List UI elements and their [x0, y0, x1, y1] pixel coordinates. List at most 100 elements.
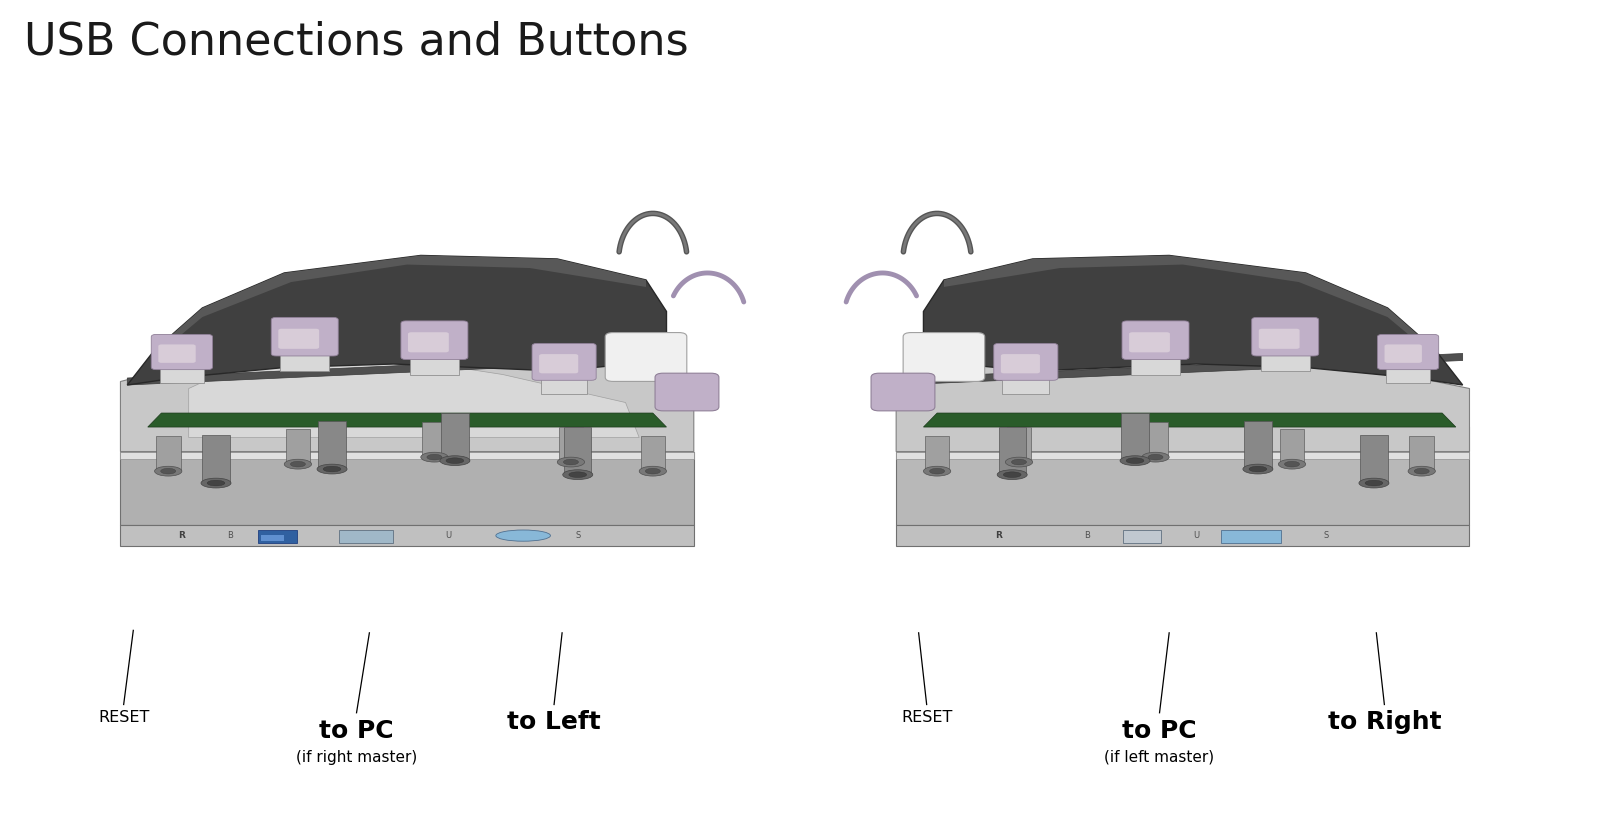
Polygon shape	[908, 427, 1469, 452]
FancyBboxPatch shape	[1250, 317, 1318, 356]
Polygon shape	[154, 255, 645, 357]
FancyBboxPatch shape	[605, 333, 687, 382]
FancyBboxPatch shape	[1006, 427, 1030, 461]
Polygon shape	[896, 353, 1462, 385]
FancyBboxPatch shape	[539, 354, 578, 373]
Ellipse shape	[1414, 468, 1428, 474]
Ellipse shape	[1119, 456, 1149, 466]
Bar	[1120, 413, 1148, 461]
Ellipse shape	[1408, 466, 1435, 476]
Ellipse shape	[1249, 466, 1266, 472]
Bar	[202, 435, 230, 483]
Ellipse shape	[562, 470, 592, 480]
Ellipse shape	[207, 480, 225, 486]
Bar	[998, 427, 1026, 475]
Ellipse shape	[1005, 457, 1032, 467]
Ellipse shape	[440, 456, 470, 466]
Ellipse shape	[997, 470, 1027, 480]
Ellipse shape	[929, 468, 944, 474]
Text: S: S	[575, 531, 579, 540]
Polygon shape	[127, 353, 666, 385]
Text: R: R	[995, 531, 1002, 540]
Ellipse shape	[1003, 472, 1021, 477]
Polygon shape	[189, 353, 639, 438]
Bar	[159, 349, 204, 383]
Ellipse shape	[1242, 464, 1273, 474]
Bar	[1385, 349, 1430, 383]
Bar	[1244, 421, 1271, 469]
FancyBboxPatch shape	[286, 429, 310, 463]
Bar	[1002, 358, 1048, 395]
Text: RESET: RESET	[900, 710, 952, 725]
Ellipse shape	[446, 458, 464, 463]
FancyBboxPatch shape	[159, 344, 196, 363]
FancyBboxPatch shape	[1143, 422, 1167, 456]
Ellipse shape	[923, 466, 950, 476]
Text: B: B	[226, 531, 233, 540]
FancyBboxPatch shape	[1122, 321, 1188, 359]
FancyBboxPatch shape	[1409, 436, 1433, 470]
Bar	[409, 336, 459, 374]
Bar	[563, 427, 591, 475]
Ellipse shape	[291, 461, 305, 467]
Ellipse shape	[568, 472, 586, 477]
Text: B: B	[1083, 531, 1090, 540]
Ellipse shape	[645, 468, 660, 474]
Bar	[258, 530, 297, 543]
Polygon shape	[923, 255, 1462, 385]
FancyBboxPatch shape	[993, 344, 1058, 381]
Ellipse shape	[160, 468, 175, 474]
FancyBboxPatch shape	[422, 422, 446, 456]
Polygon shape	[120, 339, 693, 452]
Text: to Left: to Left	[507, 710, 600, 734]
Ellipse shape	[421, 452, 448, 462]
Ellipse shape	[323, 466, 340, 472]
Ellipse shape	[1141, 452, 1168, 462]
Polygon shape	[148, 413, 666, 427]
Bar	[318, 421, 345, 469]
FancyBboxPatch shape	[870, 373, 934, 411]
Polygon shape	[120, 427, 693, 452]
Ellipse shape	[201, 478, 231, 488]
Bar	[339, 530, 393, 543]
Ellipse shape	[427, 454, 441, 460]
Text: U: U	[445, 531, 451, 540]
Bar	[1359, 435, 1387, 483]
Text: U: U	[1193, 531, 1199, 540]
FancyBboxPatch shape	[1258, 329, 1298, 349]
Ellipse shape	[1358, 478, 1388, 488]
Ellipse shape	[496, 530, 551, 541]
Polygon shape	[120, 452, 693, 525]
FancyBboxPatch shape	[1128, 332, 1168, 353]
Ellipse shape	[154, 466, 181, 476]
FancyBboxPatch shape	[1000, 354, 1040, 373]
Ellipse shape	[1125, 458, 1143, 463]
Bar	[1130, 336, 1180, 374]
Text: to PC: to PC	[1122, 719, 1196, 742]
FancyBboxPatch shape	[401, 321, 467, 359]
Ellipse shape	[639, 466, 666, 476]
Text: (if right master): (if right master)	[295, 750, 417, 765]
FancyBboxPatch shape	[408, 332, 448, 353]
Text: (if left master): (if left master)	[1104, 750, 1213, 765]
FancyBboxPatch shape	[151, 335, 212, 370]
Bar	[1122, 530, 1160, 543]
Ellipse shape	[1364, 480, 1382, 486]
Bar	[541, 358, 587, 395]
FancyBboxPatch shape	[655, 373, 719, 411]
FancyBboxPatch shape	[902, 333, 984, 382]
Polygon shape	[120, 452, 693, 458]
FancyBboxPatch shape	[271, 317, 339, 356]
Bar	[1220, 530, 1281, 543]
Polygon shape	[896, 343, 1469, 452]
Polygon shape	[127, 255, 666, 385]
Polygon shape	[944, 255, 1435, 357]
Text: S: S	[1323, 531, 1327, 540]
Ellipse shape	[316, 464, 347, 474]
FancyBboxPatch shape	[640, 436, 664, 470]
FancyBboxPatch shape	[1384, 344, 1420, 363]
Polygon shape	[896, 452, 1469, 525]
FancyBboxPatch shape	[1279, 429, 1303, 463]
FancyBboxPatch shape	[156, 436, 180, 470]
Bar	[262, 536, 284, 541]
